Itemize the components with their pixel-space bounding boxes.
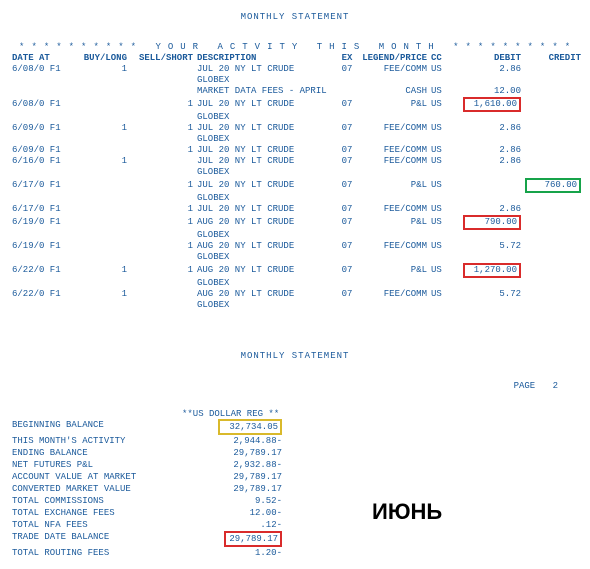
balance-value: 29,789.17	[182, 483, 282, 495]
hdr-debit: DEBIT	[451, 53, 521, 64]
balance-row: ACCOUNT VALUE AT MARKET29,789.17	[12, 471, 578, 483]
table-row: 6/09/0 F11JUL 20 NY LT CRUDE07FEE/COMMUS…	[12, 145, 581, 156]
statement-title-2: MONTHLY STATEMENT	[12, 351, 578, 361]
hdr-lp: LEGEND/PRICE	[357, 53, 427, 64]
balance-label: ENDING BALANCE	[12, 447, 182, 459]
table-row: MARKET DATA FEES - APRILCASHUS12.00	[12, 86, 581, 97]
table-row: GLOBEX	[12, 75, 581, 86]
hdr-date: DATE AT	[12, 53, 67, 64]
month-overlay-label: ИЮНЬ	[372, 499, 442, 525]
table-row: 6/17/0 F11JUL 20 NY LT CRUDE07P&LUS760.0…	[12, 178, 581, 193]
balance-row: ENDING BALANCE29,789.17	[12, 447, 578, 459]
balance-value: 1.20-	[182, 547, 282, 559]
table-row: GLOBEX	[12, 252, 581, 263]
balance-row: BEGINNING BALANCE32,734.05	[12, 419, 578, 435]
hdr-desc: DESCRIPTION	[197, 53, 337, 64]
table-row: 6/17/0 F11JUL 20 NY LT CRUDE07FEE/COMMUS…	[12, 204, 581, 215]
table-row: 6/22/0 F111AUG 20 NY LT CRUDE07P&LUS1,27…	[12, 263, 581, 278]
hdr-sell: SELL/SHORT	[133, 53, 197, 64]
balance-value: 29,789.17	[182, 447, 282, 459]
table-row: 6/19/0 F11AUG 20 NY LT CRUDE07FEE/COMMUS…	[12, 241, 581, 252]
table-row: GLOBEX	[12, 167, 581, 178]
page-num-value: 2	[553, 381, 558, 391]
table-row: GLOBEX	[12, 193, 581, 204]
balance-row: CONVERTED MARKET VALUE29,789.17	[12, 483, 578, 495]
page-label: PAGE	[514, 381, 536, 391]
balance-row: TOTAL NFA FEES.12-	[12, 519, 578, 531]
table-row: 6/16/0 F11JUL 20 NY LT CRUDE07FEE/COMMUS…	[12, 156, 581, 167]
table-header-row: DATE AT BUY/LONG SELL/SHORT DESCRIPTION …	[12, 53, 581, 64]
balance-row: TOTAL COMMISSIONS9.52-	[12, 495, 578, 507]
hdr-cc: CC	[427, 53, 451, 64]
table-row: GLOBEX	[12, 278, 581, 289]
balance-value: 29,789.17	[182, 531, 282, 547]
balance-label: ACCOUNT VALUE AT MARKET	[12, 471, 182, 483]
balance-label: TRADE DATE BALANCE	[12, 531, 182, 547]
balance-value: 29,789.17	[182, 471, 282, 483]
balance-label: BEGINNING BALANCE	[12, 419, 182, 435]
balances-region: **US DOLLAR REG ** BEGINNING BALANCE32,7…	[12, 409, 578, 559]
balance-label: CONVERTED MARKET VALUE	[12, 483, 182, 495]
table-row: GLOBEX	[12, 300, 581, 311]
balance-row: TRADE DATE BALANCE29,789.17	[12, 531, 578, 547]
reg-title: **US DOLLAR REG **	[182, 409, 578, 419]
balance-row: TOTAL ROUTING FEES1.20-	[12, 547, 578, 559]
activity-table: DATE AT BUY/LONG SELL/SHORT DESCRIPTION …	[12, 53, 581, 311]
balance-row: NET FUTURES P&L2,932.88-	[12, 459, 578, 471]
table-row: 6/22/0 F11AUG 20 NY LT CRUDE07FEE/COMMUS…	[12, 289, 581, 300]
balance-value: 9.52-	[182, 495, 282, 507]
table-row: GLOBEX	[12, 112, 581, 123]
page-number: PAGE 2	[12, 381, 558, 391]
table-row: 6/19/0 F11AUG 20 NY LT CRUDE07P&LUS790.0…	[12, 215, 581, 230]
balance-label: TOTAL ROUTING FEES	[12, 547, 182, 559]
table-row: 6/08/0 F11JUL 20 NY LT CRUDE07P&LUS1,610…	[12, 97, 581, 112]
balance-label: TOTAL NFA FEES	[12, 519, 182, 531]
hdr-buy: BUY/LONG	[67, 53, 133, 64]
hdr-ex: EX	[337, 53, 357, 64]
activity-banner: * * * * * * * * * * Y O U R A C T V I T …	[12, 42, 578, 52]
balance-label: THIS MONTH'S ACTIVITY	[12, 435, 182, 447]
statement-title: MONTHLY STATEMENT	[12, 12, 578, 22]
balance-row: THIS MONTH'S ACTIVITY2,944.88-	[12, 435, 578, 447]
balance-value: 32,734.05	[182, 419, 282, 435]
table-row: GLOBEX	[12, 230, 581, 241]
balance-value: 2,932.88-	[182, 459, 282, 471]
balance-value: .12-	[182, 519, 282, 531]
hdr-credit: CREDIT	[521, 53, 581, 64]
balance-label: TOTAL COMMISSIONS	[12, 495, 182, 507]
balance-value: 2,944.88-	[182, 435, 282, 447]
table-row: 6/08/0 F11JUL 20 NY LT CRUDE07FEE/COMMUS…	[12, 64, 581, 75]
table-row: 6/09/0 F111JUL 20 NY LT CRUDE07FEE/COMMU…	[12, 123, 581, 134]
table-row: GLOBEX	[12, 134, 581, 145]
balance-label: NET FUTURES P&L	[12, 459, 182, 471]
